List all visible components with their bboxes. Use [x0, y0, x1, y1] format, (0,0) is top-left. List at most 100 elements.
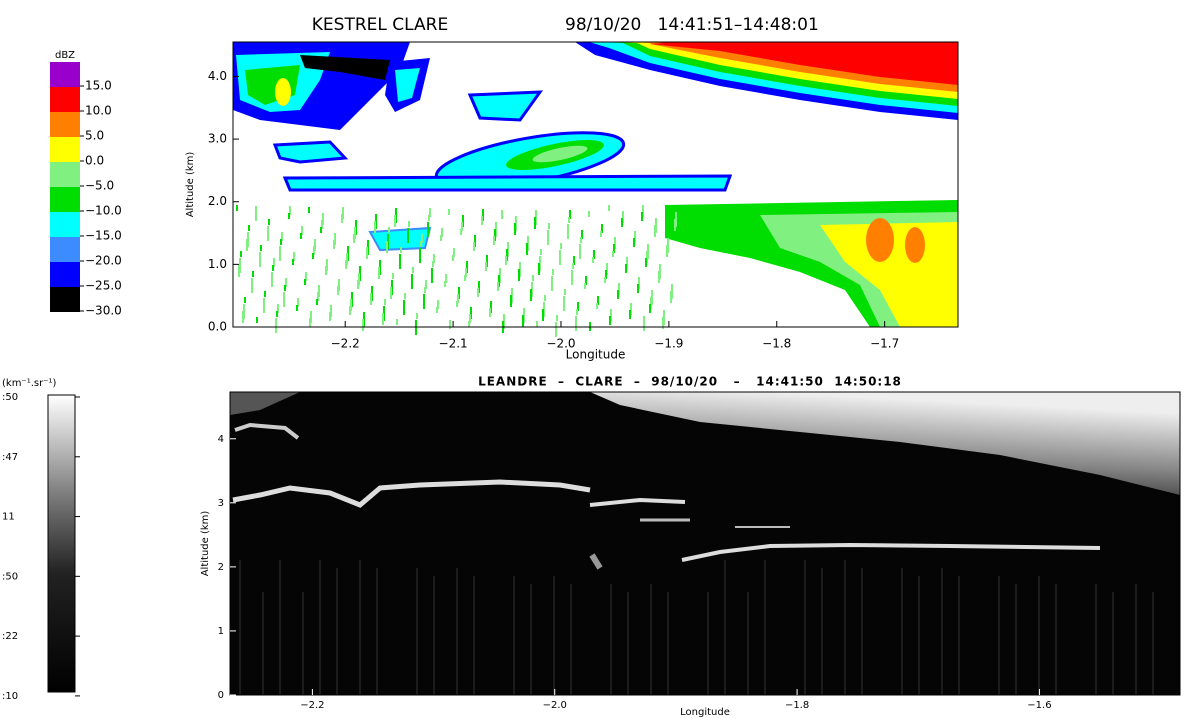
speckle — [285, 278, 287, 287]
speckle — [547, 230, 549, 245]
speckle — [431, 268, 433, 283]
colorbar-swatch — [50, 287, 80, 312]
speckle — [400, 247, 402, 253]
speckle — [555, 322, 557, 337]
speckle — [440, 235, 442, 241]
speckle — [330, 305, 332, 317]
speckle — [419, 248, 421, 263]
speckle — [456, 301, 458, 307]
chart-title: KESTREL CLARE — [312, 15, 448, 35]
speckle — [622, 211, 624, 223]
colorbar-tick-label: 5.0 — [85, 129, 104, 143]
colorbar-swatch — [50, 137, 80, 162]
speckle — [404, 293, 406, 299]
y-tick-label: 1 — [218, 626, 224, 637]
x-tick-label: −2.1 — [439, 337, 468, 351]
speckle — [256, 317, 258, 323]
speckle — [605, 270, 607, 279]
speckle — [593, 250, 595, 259]
speckle — [486, 255, 488, 267]
speckle — [276, 311, 278, 317]
speckle — [654, 225, 656, 237]
y-axis-label: Altitude (km) — [200, 511, 211, 577]
speckle — [646, 251, 648, 263]
speckle — [318, 285, 320, 297]
speckle — [637, 284, 639, 293]
chart-title: LEANDRE – CLARE – 98/10/20 – 14:41:50 14… — [478, 375, 902, 389]
x-tick-label: −1.8 — [785, 700, 809, 711]
y-tick-label: 4.0 — [208, 69, 227, 83]
speckle — [560, 243, 562, 249]
speckle — [448, 209, 450, 215]
speckle — [610, 309, 612, 321]
speckle — [482, 209, 484, 221]
speckle — [548, 223, 550, 229]
y-tick-label: 4 — [218, 434, 224, 445]
speckle — [312, 253, 314, 259]
x-tick-label: −2.2 — [300, 700, 324, 711]
speckle — [626, 257, 628, 269]
speckle — [650, 297, 652, 309]
speckle — [642, 205, 644, 217]
x-tick-label: −2.0 — [546, 337, 575, 351]
speckle — [485, 262, 487, 271]
speckle — [536, 321, 538, 327]
speckle — [268, 219, 270, 225]
speckle — [670, 291, 672, 303]
speckle — [588, 211, 590, 217]
speckle — [252, 271, 254, 277]
speckle — [538, 263, 540, 275]
speckle — [334, 233, 336, 245]
speckle — [354, 227, 356, 239]
speckle — [329, 312, 331, 321]
colorbar-tick-label: 0.0 — [85, 154, 104, 168]
speckle — [337, 286, 339, 295]
y-tick-label: 2.0 — [208, 194, 227, 208]
x-tick-label: −2.2 — [331, 337, 360, 351]
speckle — [464, 275, 466, 281]
speckle — [505, 256, 507, 265]
speckle — [580, 237, 582, 243]
speckle — [264, 291, 266, 297]
speckle — [460, 229, 462, 235]
speckle — [255, 206, 257, 221]
speckle — [645, 258, 647, 267]
speckle — [559, 250, 561, 265]
speckle — [408, 221, 410, 227]
speckle — [522, 315, 524, 327]
speckle — [481, 216, 483, 225]
speckle — [244, 297, 246, 303]
speckle — [275, 318, 277, 333]
speckle — [618, 283, 620, 295]
speckle — [552, 269, 554, 275]
colorbar-tick-label: −15.0 — [85, 229, 122, 243]
speckle — [357, 280, 359, 289]
speckle — [458, 287, 460, 299]
speckle — [444, 281, 446, 287]
speckle — [288, 213, 290, 219]
colorbar-tick-label: 15.0 — [85, 79, 112, 93]
speckle — [544, 295, 546, 301]
speckle — [317, 292, 319, 301]
speckle — [564, 289, 566, 295]
speckle — [341, 214, 343, 223]
speckle — [596, 303, 598, 309]
speckle — [613, 244, 615, 253]
speckle — [666, 245, 668, 257]
x-axis-label: Longitude — [566, 348, 626, 362]
speckle — [469, 314, 471, 323]
speckle — [445, 274, 447, 283]
speckle — [436, 307, 438, 313]
speckle — [466, 261, 468, 273]
speckle — [342, 207, 344, 219]
speckle — [477, 288, 479, 297]
speckle — [300, 233, 302, 239]
speckle — [572, 263, 574, 269]
speckle — [514, 223, 516, 235]
speckle — [568, 217, 570, 223]
speckle — [322, 213, 324, 225]
speckle — [576, 309, 578, 315]
speckle — [551, 276, 553, 291]
speckle — [575, 316, 577, 331]
speckle — [470, 307, 472, 319]
